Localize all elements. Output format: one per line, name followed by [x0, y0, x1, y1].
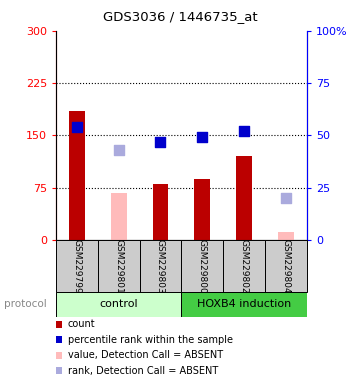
- Text: count: count: [68, 319, 96, 329]
- Bar: [56, 240, 98, 292]
- Text: value, Detection Call = ABSENT: value, Detection Call = ABSENT: [68, 350, 223, 360]
- Text: GSM229800: GSM229800: [198, 238, 207, 293]
- Text: control: control: [99, 299, 138, 310]
- Bar: [181, 240, 223, 292]
- Bar: [111, 192, 127, 240]
- Bar: [69, 111, 85, 240]
- Text: GSM229799: GSM229799: [72, 238, 81, 293]
- Point: [283, 195, 289, 201]
- Text: GSM229803: GSM229803: [156, 238, 165, 293]
- Text: protocol: protocol: [4, 299, 46, 309]
- Bar: [194, 179, 210, 240]
- Bar: [223, 240, 265, 292]
- Point: [158, 139, 164, 145]
- Bar: [98, 240, 140, 292]
- Text: GDS3036 / 1446735_at: GDS3036 / 1446735_at: [103, 10, 258, 23]
- Point: [74, 124, 80, 130]
- Text: GSM229802: GSM229802: [240, 238, 249, 293]
- Bar: [265, 240, 307, 292]
- Text: GSM229801: GSM229801: [114, 238, 123, 293]
- Point: [241, 128, 247, 134]
- Text: GSM229804: GSM229804: [282, 238, 291, 293]
- Text: percentile rank within the sample: percentile rank within the sample: [68, 335, 233, 345]
- Bar: [236, 156, 252, 240]
- Text: HOXB4 induction: HOXB4 induction: [197, 299, 291, 310]
- Point: [116, 147, 122, 153]
- Point: [199, 134, 205, 141]
- Text: rank, Detection Call = ABSENT: rank, Detection Call = ABSENT: [68, 366, 218, 376]
- Bar: [278, 232, 294, 240]
- Bar: [153, 184, 169, 240]
- Bar: [56, 292, 181, 317]
- Bar: [140, 240, 181, 292]
- Bar: [181, 292, 307, 317]
